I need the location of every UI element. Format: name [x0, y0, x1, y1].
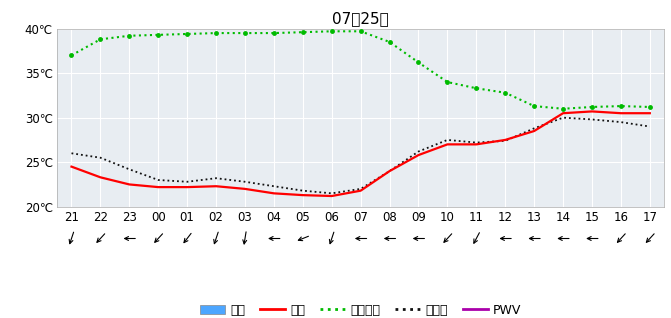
Legend: 降水, 温度, 相对湿度, 能见度, PWV: 降水, 温度, 相对湿度, 能见度, PWV: [195, 299, 526, 318]
Title: 07月25日: 07月25日: [332, 11, 389, 26]
